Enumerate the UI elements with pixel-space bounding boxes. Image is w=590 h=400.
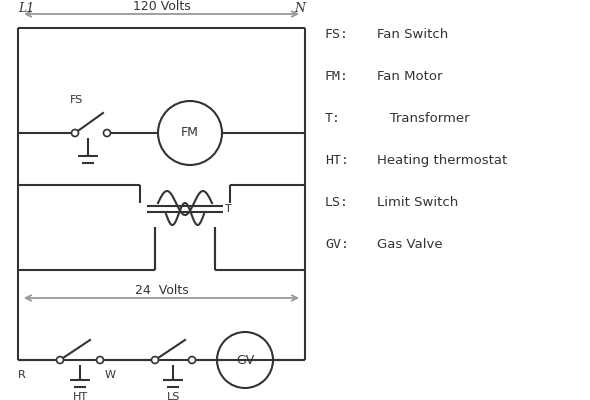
Circle shape <box>57 356 64 364</box>
Text: FM:: FM: <box>325 70 349 83</box>
Text: T:: T: <box>325 112 341 125</box>
Text: FS: FS <box>70 95 83 105</box>
Text: FS:: FS: <box>325 28 349 41</box>
Circle shape <box>71 130 78 136</box>
Text: T: T <box>225 204 232 214</box>
Text: Fan Switch: Fan Switch <box>377 28 448 41</box>
Text: GV: GV <box>236 354 254 366</box>
Text: Transformer: Transformer <box>377 112 470 125</box>
Circle shape <box>152 356 159 364</box>
Text: Limit Switch: Limit Switch <box>377 196 458 209</box>
Circle shape <box>103 130 110 136</box>
Text: HT:: HT: <box>325 154 349 167</box>
Text: FM: FM <box>181 126 199 140</box>
Text: 24  Volts: 24 Volts <box>135 284 188 297</box>
Text: N: N <box>294 2 305 15</box>
Text: L1: L1 <box>18 2 34 15</box>
Text: Heating thermostat: Heating thermostat <box>377 154 507 167</box>
Text: GV:: GV: <box>325 238 349 251</box>
Circle shape <box>97 356 103 364</box>
Text: Fan Motor: Fan Motor <box>377 70 442 83</box>
Text: R: R <box>18 370 26 380</box>
Circle shape <box>188 356 195 364</box>
Text: LS:: LS: <box>325 196 349 209</box>
Text: W: W <box>105 370 116 380</box>
Text: Gas Valve: Gas Valve <box>377 238 442 251</box>
Text: HT: HT <box>73 392 87 400</box>
Text: 120 Volts: 120 Volts <box>133 0 191 13</box>
Text: LS: LS <box>167 392 180 400</box>
